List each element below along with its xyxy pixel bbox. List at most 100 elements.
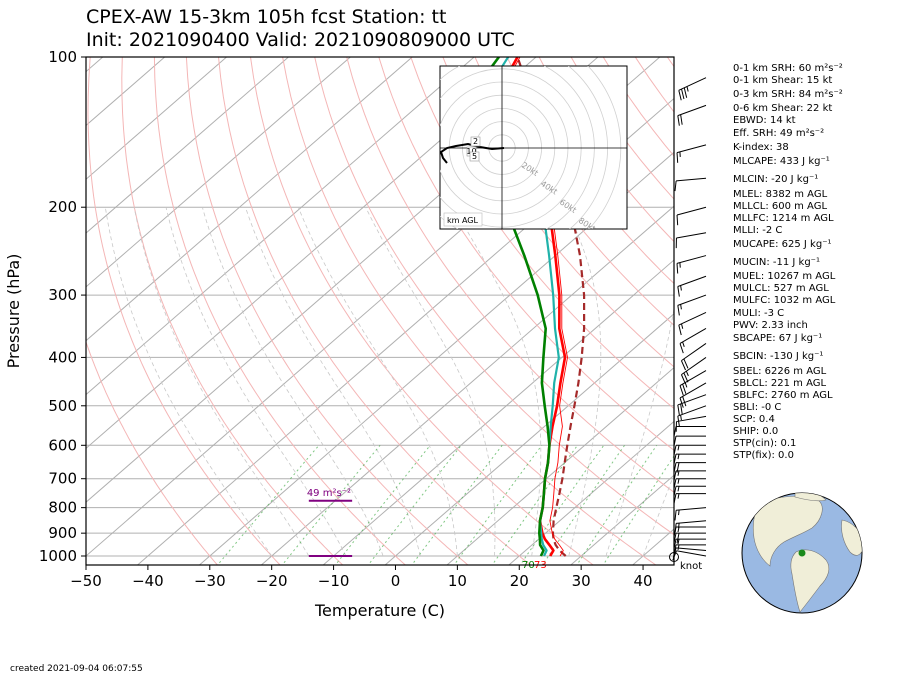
isotherm-line [508,420,674,565]
barb-flag [673,493,677,504]
title-line2: Init: 2021090400 Valid: 2021090809000 UT… [86,29,515,51]
wind-barb [680,357,707,385]
barb-flag [680,403,683,415]
mixing-ratio-line [281,444,381,565]
wind-barb [673,425,706,437]
barb-flag [677,415,680,427]
barb-flag [680,114,683,125]
index-line: SBCIN: -130 J kg⁻¹ [733,351,824,362]
location-globe [741,492,863,614]
barb-flag [677,115,680,126]
barb-half-flag [677,493,680,499]
mixing-ratio-line [216,444,320,565]
barb-unit-label: knot [680,561,702,572]
isotherm-line [86,57,413,342]
barb-half-flag [677,486,680,492]
wind-barb [679,328,707,354]
index-line: MULFC: 1032 m AGL [733,295,836,306]
barb-flag [673,544,677,555]
index-line: 0-6 km Shear: 22 kt [733,103,833,114]
barb-staff [676,232,707,239]
x-tick-label: −20 [256,572,288,590]
isotherm-line [198,151,674,565]
barb-flag [683,358,689,369]
barb-staff [678,77,707,91]
isotherm-line [86,57,475,396]
barb-half-flag [685,370,689,377]
y-tick-label: 100 [48,48,77,66]
hodograph-height-label: 2 [473,137,478,146]
barb-staff [679,382,707,399]
srh-layer-label: 49 m²s⁻² [307,488,351,499]
x-tick-label: 0 [391,572,401,590]
moist-adiabat-line [245,207,421,557]
y-tick-label: 300 [48,286,77,304]
mixing-ratio-line [367,444,462,565]
barb-flag [674,180,677,192]
barb-half-flag [677,470,680,476]
moist-adiabat-line [605,306,674,557]
barb-flag [676,152,679,163]
barb-flag [678,90,682,101]
wind-barb [673,485,706,497]
wind-barb [680,343,707,371]
x-tick-label: −40 [132,572,164,590]
wind-barb [677,405,707,427]
barb-flag [679,385,684,396]
barb-staff [676,144,707,154]
barb-half-flag [677,544,680,550]
barb-flag [673,539,677,550]
y-tick-label: 400 [48,348,77,366]
mixing-ratio-line [411,444,503,565]
isotherm-line [86,57,289,234]
y-tick-label: 900 [48,524,77,542]
moist-adiabat-line [297,207,458,557]
y-tick-label: 1000 [39,547,77,565]
calm-wind-circle [669,552,679,562]
barb-flag [674,523,677,534]
isotherm-line [86,57,166,127]
barb-half-flag [680,414,682,421]
globe-land [752,493,862,613]
barb-flag [682,383,687,394]
title-line1: CPEX-AW 15-3km 105h fcst Station: tt [86,6,446,28]
barb-staff [681,343,707,362]
index-line: SBCAPE: 67 J kg⁻¹ [733,333,823,344]
barb-staff [677,394,707,406]
index-line: MLLFC: 1214 m AGL [733,213,834,224]
barb-staff [677,104,707,117]
barb-flag [679,343,684,354]
hodograph-height-label: 5 [472,152,477,161]
index-line: SCP: 0.4 [733,414,775,425]
wind-barb [673,435,706,447]
barb-flag [673,426,677,437]
barb-flag [679,397,684,408]
barb-flag [673,454,677,465]
barb-flag [677,286,680,297]
hodograph-height-label: 10 [466,147,476,156]
barb-staff [677,294,707,306]
index-line: EBWD: 14 kt [733,115,796,126]
dry-adiabat-line [250,57,595,565]
x-tick-label: 10 [448,572,467,590]
barb-half-flag [678,523,680,529]
isotherm-line [136,97,674,565]
barb-flag [678,324,682,336]
hodograph-caption-box [443,212,483,227]
barb-flag [676,533,680,544]
wind-barb [673,470,706,481]
moist-adiabat-line [165,207,347,557]
barb-half-flag [677,539,680,545]
index-line: MLCAPE: 433 J kg⁻¹ [733,156,830,167]
barb-flag [673,486,677,497]
barb-staff [676,547,707,552]
hodograph-height-box [470,136,481,147]
index-line: K-index: 38 [733,142,789,153]
wind-barb [677,104,707,126]
barb-staff [676,507,707,511]
hodograph-trace [440,142,505,164]
mixing-ratio-line [491,445,578,565]
wind-barb [675,415,707,432]
